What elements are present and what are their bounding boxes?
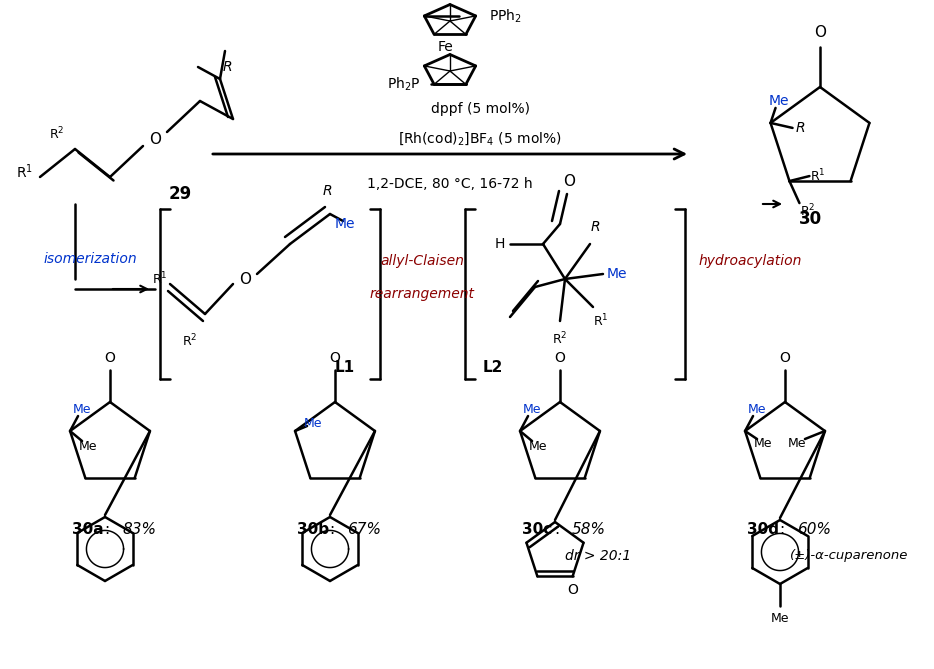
Text: dppf (5 mol%): dppf (5 mol%): [431, 102, 530, 116]
Text: Me: Me: [529, 440, 547, 452]
Text: 58%: 58%: [572, 522, 606, 537]
Text: O: O: [149, 132, 161, 147]
Text: hydroacylation: hydroacylation: [699, 254, 801, 268]
Text: R$^1$: R$^1$: [17, 163, 34, 181]
Text: 83%: 83%: [122, 522, 156, 537]
Text: Me: Me: [769, 94, 789, 108]
Text: R$^1$: R$^1$: [152, 271, 168, 287]
Text: O: O: [330, 351, 340, 365]
Text: R$^2$: R$^2$: [552, 330, 568, 347]
Text: :: :: [555, 522, 565, 537]
Text: :: :: [330, 522, 340, 537]
Text: L1: L1: [335, 359, 355, 375]
Text: 30d: 30d: [747, 522, 779, 537]
Text: isomerization: isomerization: [43, 252, 136, 266]
Text: 30b: 30b: [297, 522, 329, 537]
Text: R: R: [590, 220, 600, 234]
Text: R$^1$: R$^1$: [810, 168, 826, 185]
Text: O: O: [239, 272, 251, 286]
Text: (±)-α-cuparenone: (±)-α-cuparenone: [790, 549, 909, 563]
Text: R$^2$: R$^2$: [800, 203, 815, 219]
Text: Me: Me: [334, 217, 355, 231]
Text: R: R: [796, 121, 805, 135]
Text: Me: Me: [771, 611, 789, 624]
Text: rearrangement: rearrangement: [370, 287, 475, 301]
Text: 30: 30: [799, 210, 822, 228]
Text: 30a: 30a: [72, 522, 104, 537]
Text: Me: Me: [754, 436, 772, 450]
Text: R: R: [322, 184, 332, 198]
Text: R$^1$: R$^1$: [593, 312, 609, 329]
Text: O: O: [567, 583, 578, 597]
Text: Me: Me: [523, 403, 542, 415]
Text: :: :: [780, 522, 790, 537]
Text: Me: Me: [73, 403, 92, 415]
Text: :: :: [105, 522, 115, 537]
Text: PPh$_2$: PPh$_2$: [489, 7, 522, 25]
Text: O: O: [780, 351, 790, 365]
Text: O: O: [105, 351, 116, 365]
Text: allyl-Claisen: allyl-Claisen: [380, 254, 464, 268]
Text: R$^2$: R$^2$: [50, 126, 64, 142]
Text: 1,2-DCE, 80 °C, 16-72 h: 1,2-DCE, 80 °C, 16-72 h: [367, 177, 532, 191]
Text: Me: Me: [78, 440, 97, 452]
Text: Fe: Fe: [437, 40, 453, 54]
Text: H: H: [495, 237, 505, 251]
Text: Me: Me: [748, 403, 766, 415]
Text: Me: Me: [304, 417, 322, 429]
Text: 60%: 60%: [797, 522, 831, 537]
Text: O: O: [555, 351, 565, 365]
Text: Ph$_2$P: Ph$_2$P: [387, 76, 421, 93]
Text: 67%: 67%: [347, 522, 381, 537]
Text: R$^2$: R$^2$: [182, 332, 198, 349]
Text: Me: Me: [787, 436, 806, 450]
Text: O: O: [814, 25, 826, 39]
Text: [Rh(cod)$_2$]BF$_4$ (5 mol%): [Rh(cod)$_2$]BF$_4$ (5 mol%): [398, 130, 562, 147]
Text: 29: 29: [168, 185, 191, 203]
Text: 30c: 30c: [522, 522, 552, 537]
Text: O: O: [563, 173, 575, 189]
Text: L2: L2: [483, 359, 503, 375]
Text: R: R: [222, 60, 232, 74]
Text: dr > 20:1: dr > 20:1: [565, 549, 631, 563]
Text: Me: Me: [607, 267, 628, 281]
